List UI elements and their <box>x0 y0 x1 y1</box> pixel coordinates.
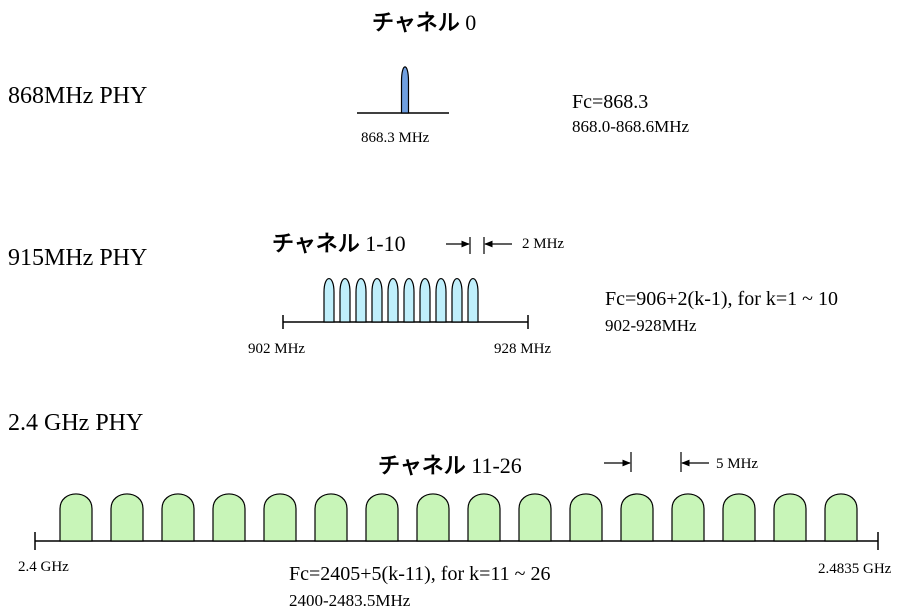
band-915-channel-title: チャネル 1-10 <box>272 233 406 256</box>
channel-hump <box>212 493 246 542</box>
band-915-channels <box>323 277 479 323</box>
band-24-spacing-marker <box>604 452 709 472</box>
band-915-end-label: 928 MHz <box>494 341 552 357</box>
channel-hump <box>467 277 479 323</box>
channel-hump <box>59 493 93 542</box>
channel-hump <box>518 493 552 542</box>
band-24-fc-formula: Fc=2405+5(k-11), for k=11 ~ 26 <box>289 563 551 585</box>
channel-hump <box>569 493 603 542</box>
band-24-freq-range: 2400-2483.5MHz <box>289 591 411 610</box>
channel-hump <box>419 277 431 323</box>
channel-hump <box>403 277 415 323</box>
channel-hump <box>416 493 450 542</box>
channel-hump <box>467 493 501 542</box>
band-868-channel-title: チャネル 0 <box>372 12 476 35</box>
band-915-freq-range: 902-928MHz <box>605 316 697 335</box>
band-915-phy-label: 915MHz PHY <box>8 245 148 271</box>
channel-hump <box>323 277 335 323</box>
channel-hump <box>355 277 367 323</box>
channel-hump <box>451 277 463 323</box>
channel-word: チャネル <box>272 232 360 257</box>
band-24-start-label: 2.4 GHz <box>18 559 69 575</box>
channel-hump <box>400 66 410 114</box>
band-868-channels <box>400 66 410 114</box>
band-868-fc-formula: Fc=868.3 <box>572 91 649 113</box>
channel-hump <box>161 493 195 542</box>
channel-hump <box>371 277 383 323</box>
band-24-phy-label: 2.4 GHz PHY <box>8 410 144 436</box>
channel-hump <box>671 493 705 542</box>
channel-range: 1-10 <box>365 231 406 256</box>
channel-hump <box>387 277 399 323</box>
band-24-channels <box>59 493 858 542</box>
channel-hump <box>314 493 348 542</box>
channel-word: チャネル <box>378 454 466 479</box>
band-24-channel-title: チャネル 11-26 <box>378 455 522 478</box>
band-868-center-label: 868.3 MHz <box>361 130 430 146</box>
channel-word: チャネル <box>372 11 460 36</box>
channel-range: 11-26 <box>471 453 522 478</box>
band-24-end-label: 2.4835 GHz <box>818 561 892 577</box>
channel-hump <box>263 493 297 542</box>
band-915-spacing-marker <box>446 237 512 254</box>
band-915-fc-formula: Fc=906+2(k-1), for k=1 ~ 10 <box>605 288 838 310</box>
band-24-spacing-label: 5 MHz <box>716 456 759 472</box>
band-868-phy-label: 868MHz PHY <box>8 83 148 109</box>
channel-range: 0 <box>465 10 477 35</box>
band-868-freq-range: 868.0-868.6MHz <box>572 117 690 136</box>
channel-hump <box>722 493 756 542</box>
channel-hump <box>620 493 654 542</box>
channel-hump <box>110 493 144 542</box>
band-915-spacing-label: 2 MHz <box>522 236 565 252</box>
channel-hump <box>435 277 447 323</box>
channel-hump <box>365 493 399 542</box>
channel-hump <box>773 493 807 542</box>
band-915-start-label: 902 MHz <box>248 341 306 357</box>
channel-hump <box>339 277 351 323</box>
channel-hump <box>824 493 858 542</box>
